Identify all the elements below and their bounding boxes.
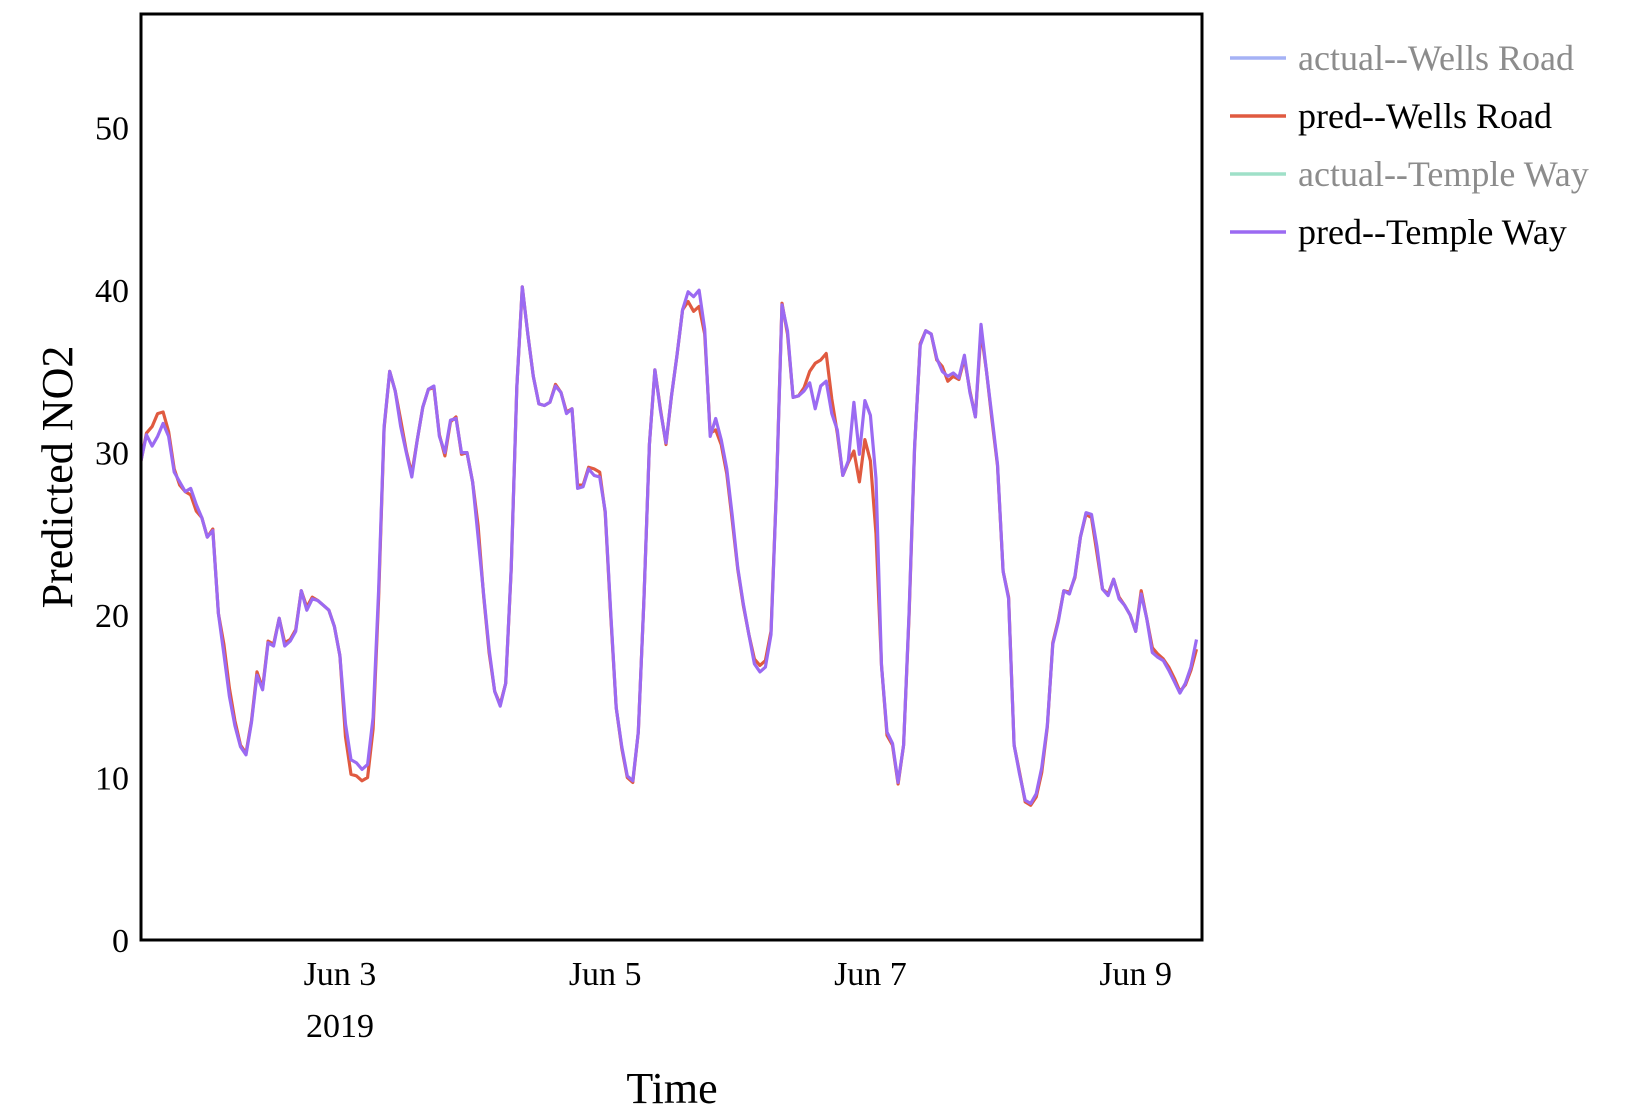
legend-label: actual--Wells Road	[1298, 38, 1574, 78]
legend: actual--Wells Road pred--Wells Road actual…	[1230, 38, 1589, 252]
x-tick-label: Jun 5	[569, 956, 642, 993]
legend-item-actual-wells-road[interactable]: actual--Wells Road	[1230, 38, 1574, 78]
series-line-pred-temple-way	[141, 285, 1199, 806]
legend-label: pred--Temple Way	[1298, 212, 1567, 252]
y-tick-label: 10	[95, 761, 129, 798]
legend-label: actual--Temple Way	[1298, 154, 1589, 194]
legend-item-pred-temple-way[interactable]: pred--Temple Way	[1230, 212, 1567, 252]
x-tick-label: Jun 9	[1099, 956, 1172, 993]
y-tick-label: 20	[95, 598, 129, 635]
y-tick-label: 50	[95, 111, 129, 148]
y-axis-ticks: 0 10 20 30 40 50	[95, 111, 129, 960]
x-tick-label: Jun 3	[304, 956, 377, 993]
x-axis-ticks: Jun 3 2019 Jun 5 Jun 7 Jun 9	[304, 956, 1172, 1045]
x-tick-label: Jun 7	[834, 956, 907, 993]
y-axis-title: Predicted NO2	[33, 346, 82, 609]
series-layer	[141, 285, 1199, 807]
plot-area-frame	[139, 12, 1204, 942]
y-tick-label: 40	[95, 273, 129, 310]
x-tick-year-label: 2019	[306, 1008, 374, 1045]
y-tick-label: 0	[112, 923, 129, 960]
legend-item-actual-temple-way[interactable]: actual--Temple Way	[1230, 154, 1589, 194]
series-line-pred-wells-road	[141, 285, 1199, 807]
x-axis-title: Time	[626, 1064, 717, 1108]
y-tick-label: 30	[95, 436, 129, 473]
legend-item-pred-wells-road[interactable]: pred--Wells Road	[1230, 96, 1552, 136]
legend-label: pred--Wells Road	[1298, 96, 1552, 136]
